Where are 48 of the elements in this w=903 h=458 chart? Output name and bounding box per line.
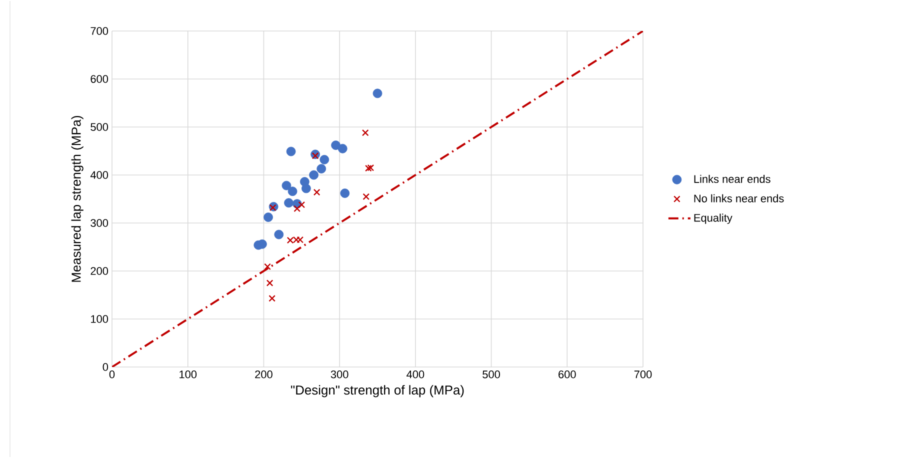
point	[296, 236, 304, 244]
y-tick-label: 400	[90, 171, 108, 179]
point	[282, 180, 292, 190]
y-tick-label: 700	[90, 27, 108, 35]
x-tick-label: 600	[558, 370, 576, 378]
legend-label: Links near ends	[694, 174, 770, 183]
y-tick-label: 200	[90, 267, 108, 275]
y-tick-label: 500	[90, 123, 108, 131]
point	[309, 170, 318, 180]
point	[340, 188, 350, 198]
point	[302, 184, 311, 194]
point	[286, 146, 296, 156]
x-axis-title: "Design" strength of lap (MPa)	[291, 385, 464, 398]
y-tick-label: 600	[90, 75, 108, 83]
point	[266, 280, 274, 286]
y-tick-label: 100	[91, 315, 108, 323]
point	[264, 263, 271, 270]
point	[362, 129, 369, 136]
point	[372, 88, 382, 98]
x-tick-label: 200	[255, 370, 272, 378]
x-tick-label: 0	[109, 370, 115, 378]
point	[298, 201, 306, 208]
point	[264, 212, 273, 222]
point	[362, 193, 370, 200]
point	[312, 152, 319, 160]
x-tick-label: 100	[180, 370, 197, 378]
legend-label: Equality	[694, 214, 732, 224]
y-tick-label: 0	[102, 363, 108, 371]
x-tick-label: 400	[406, 370, 424, 378]
y-tick-label: 300	[90, 219, 108, 227]
legend-label: No links near ends	[694, 194, 784, 202]
point	[294, 205, 301, 212]
point	[313, 188, 320, 196]
y-axis-title: Measured lap strength (MPa)	[71, 116, 84, 282]
x-tick-label: 700	[634, 370, 652, 378]
point	[320, 154, 330, 164]
point	[288, 186, 298, 196]
point	[284, 198, 294, 208]
point	[331, 140, 340, 150]
point	[316, 164, 326, 174]
point	[274, 230, 284, 240]
point	[258, 239, 267, 249]
point	[367, 164, 374, 172]
point	[338, 144, 348, 154]
point	[364, 164, 372, 172]
point	[268, 294, 276, 302]
x-tick-label: 300	[330, 370, 348, 378]
x-tick-label: 500	[482, 370, 500, 378]
